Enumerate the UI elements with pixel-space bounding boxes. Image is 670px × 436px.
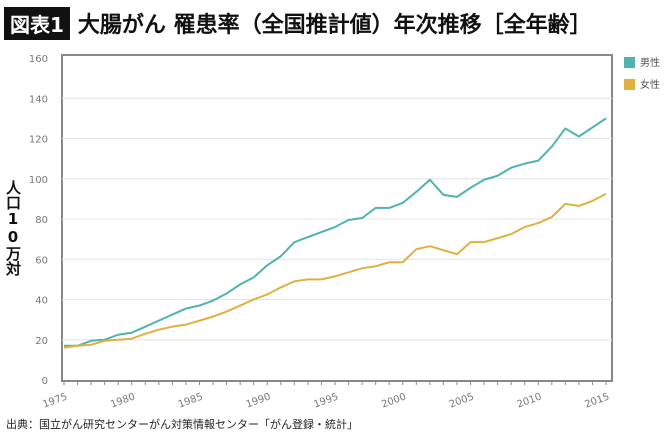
y-tick-label: 60 — [35, 255, 48, 266]
title-bar: 図表1 大腸がん 罹患率（全国推計値）年次推移［全年齢］ — [4, 6, 592, 40]
x-tick-label: 1975 — [41, 391, 69, 410]
x-tick-label: 2015 — [583, 391, 611, 410]
x-tick-label: 2000 — [380, 391, 408, 410]
legend-swatch — [624, 79, 635, 90]
x-tick-label: 1985 — [177, 391, 205, 410]
figure-badge: 図表1 — [4, 6, 70, 40]
x-tick-label: 2005 — [448, 391, 476, 410]
legend-label: 男性 — [640, 56, 660, 69]
y-tick-label: 80 — [35, 215, 48, 226]
legend-label: 女性 — [640, 78, 660, 91]
y-tick-label: 40 — [35, 296, 48, 307]
legend-swatch — [624, 57, 635, 68]
x-tick-label: 1995 — [312, 391, 340, 410]
y-tick-label: 100 — [29, 175, 48, 186]
y-axis-label: 人口10万対 — [4, 180, 22, 276]
x-tick-label: 2010 — [516, 391, 544, 410]
y-tick-label: 120 — [29, 135, 48, 146]
chart-title: 大腸がん 罹患率（全国推計値）年次推移［全年齢］ — [77, 13, 592, 38]
y-tick-label: 20 — [35, 336, 48, 347]
plot-frame — [61, 54, 613, 382]
y-tick-label: 0 — [42, 376, 48, 387]
y-tick-label: 140 — [29, 94, 48, 105]
x-tick-label: 1990 — [245, 391, 273, 410]
x-tick-label: 1980 — [109, 391, 137, 410]
source-note: 出典：国立がん研究センターがん対策情報センター「がん登録・統計」 — [6, 418, 358, 431]
y-tick-label: 160 — [29, 54, 48, 65]
